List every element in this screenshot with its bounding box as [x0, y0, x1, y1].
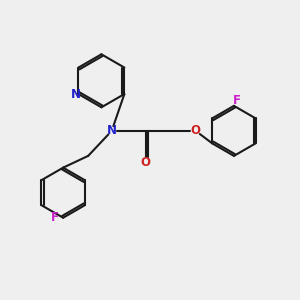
Text: F: F	[233, 94, 241, 107]
Text: O: O	[141, 156, 151, 169]
Text: N: N	[107, 124, 117, 137]
Text: O: O	[190, 124, 201, 137]
Text: N: N	[70, 88, 80, 100]
Text: F: F	[51, 211, 59, 224]
